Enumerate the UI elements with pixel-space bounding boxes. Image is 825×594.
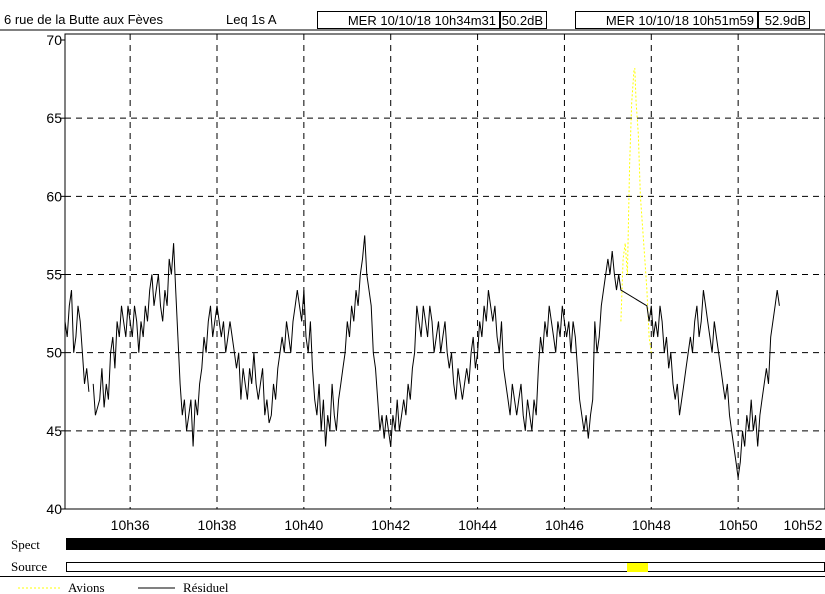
x-tick-label: 10h52 bbox=[784, 517, 823, 533]
location-label: 6 rue de la Butte aux Fèves bbox=[4, 11, 210, 29]
y-tick-label: 70 bbox=[46, 32, 62, 48]
source-bar[interactable] bbox=[66, 562, 825, 572]
legend-label: Résiduel bbox=[183, 580, 229, 594]
series-r-siduel bbox=[64, 235, 780, 478]
grid bbox=[65, 34, 825, 509]
spect-label: Spect bbox=[11, 537, 40, 552]
x-tick-label: 10h40 bbox=[284, 517, 323, 533]
y-tick-label: 65 bbox=[46, 110, 62, 126]
y-tick-label: 45 bbox=[46, 423, 62, 439]
cursor2-time[interactable]: MER 10/10/18 10h51m59 bbox=[575, 11, 758, 29]
series-avions bbox=[620, 67, 652, 353]
plot-area bbox=[64, 33, 825, 510]
cursor2-value: 52.9dB bbox=[758, 11, 810, 29]
y-tick-label: 55 bbox=[46, 267, 62, 283]
x-tick-label: 10h46 bbox=[545, 517, 584, 533]
y-axis: 40 45 50 55 60 65 70 bbox=[46, 32, 65, 517]
y-tick-label: 40 bbox=[46, 501, 62, 517]
x-tick-label: 10h50 bbox=[719, 517, 758, 533]
x-tick-label: 10h48 bbox=[632, 517, 671, 533]
y-tick-label: 60 bbox=[46, 188, 62, 204]
legend: Avions Résiduel bbox=[18, 580, 229, 594]
cursor1-time[interactable]: MER 10/10/18 10h34m31 bbox=[317, 11, 500, 29]
series-layer bbox=[64, 67, 780, 478]
x-tick-label: 10h38 bbox=[198, 517, 237, 533]
spect-bar[interactable] bbox=[66, 538, 825, 550]
y-tick-label: 50 bbox=[46, 345, 62, 361]
source-marker-avions[interactable] bbox=[627, 563, 648, 572]
x-tick-label: 10h44 bbox=[458, 517, 497, 533]
x-axis: 10h36 10h38 10h40 10h42 10h44 10h46 10h48 10h50… bbox=[111, 517, 823, 533]
source-label: Source bbox=[11, 559, 47, 574]
metric-label: Leq 1s A bbox=[226, 11, 306, 29]
legend-label: Avions bbox=[68, 580, 105, 594]
x-tick-label: 10h36 bbox=[111, 517, 150, 533]
x-tick-label: 10h42 bbox=[371, 517, 410, 533]
cursor1-value: 50.2dB bbox=[500, 11, 547, 29]
